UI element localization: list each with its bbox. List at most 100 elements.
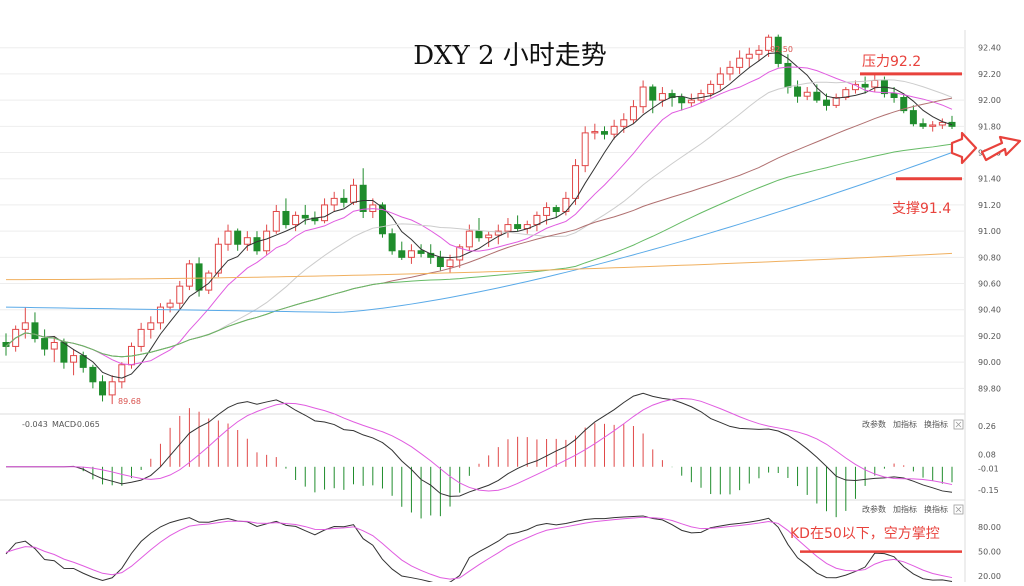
candle-body: [745, 53, 753, 59]
kd-y-tick: 80.00: [978, 523, 1001, 532]
candle-body: [620, 119, 628, 127]
candle-body: [330, 197, 338, 206]
high-price-label: 92.50: [770, 45, 793, 54]
candle-body: [253, 237, 261, 252]
macd-y-tick: -0.15: [978, 486, 999, 495]
candle-body: [282, 210, 290, 226]
candle-body: [234, 230, 242, 245]
kd-y-tick: 50.00: [978, 548, 1001, 557]
moving-average-line: [5, 252, 953, 281]
arrow-right-icon: [950, 131, 1022, 165]
macd-title: MACD: [52, 420, 76, 429]
macd-control-add[interactable]: 加指标: [893, 419, 917, 429]
candle-body: [919, 123, 927, 127]
candle-body: [765, 36, 773, 51]
candle-body: [321, 204, 329, 222]
kd-panel: 80.00 50.00 20.00: [5, 515, 1001, 585]
candle-body: [687, 99, 695, 104]
candle-body: [842, 89, 850, 99]
grid: 92.4092.2092.0091.8091.6091.4091.2091.00…: [0, 30, 1001, 582]
y-tick-label: 92.20: [978, 70, 1001, 79]
candle-body: [70, 355, 78, 363]
candle-body: [108, 381, 116, 396]
kd-y-tick: 20.00: [978, 572, 1001, 581]
close-icon[interactable]: [953, 419, 964, 430]
moving-average-line: [5, 52, 953, 379]
candle-body: [485, 234, 493, 239]
chart-title: DXY 2 小时走势: [413, 41, 607, 71]
candle-body: [774, 36, 782, 64]
candle-body: [89, 366, 97, 383]
kd-control-add[interactable]: 加指标: [893, 504, 917, 514]
close-icon[interactable]: [953, 504, 964, 515]
candle-body: [407, 250, 415, 258]
candle-body: [156, 306, 164, 324]
candle-body: [50, 341, 58, 350]
y-tick-label: 90.00: [978, 358, 1001, 367]
candle-body: [79, 355, 87, 368]
candle-body: [658, 93, 666, 101]
candle-body: [31, 322, 39, 340]
moving-average-line: [5, 66, 953, 366]
kd-annotation: KD在50以下，空方掌控: [790, 526, 940, 542]
candle-body: [436, 256, 444, 268]
candle-body: [446, 259, 454, 268]
y-tick-label: 90.20: [978, 332, 1001, 341]
candle-body: [243, 237, 251, 245]
candle-body: [176, 285, 184, 304]
moving-average-line: [5, 143, 953, 358]
support-label: 支撑91.4: [892, 201, 951, 217]
candle-body: [388, 233, 396, 252]
resistance-label: 压力92.2: [862, 54, 921, 70]
candle-body: [378, 204, 386, 235]
candle-body: [871, 79, 879, 88]
macd-control-switch[interactable]: 换指标: [924, 419, 948, 429]
kd-control-switch[interactable]: 换指标: [924, 504, 948, 514]
candle-body: [2, 341, 10, 347]
candle-body: [340, 197, 348, 203]
candle-body: [224, 230, 232, 245]
candle-body: [21, 322, 29, 330]
candle-body: [581, 132, 589, 167]
candle-body: [929, 124, 937, 127]
candle-body: [118, 364, 126, 383]
candle-body: [301, 214, 309, 219]
candle-body: [832, 97, 840, 106]
macd-diff-line: [6, 392, 953, 497]
candle-body: [398, 250, 406, 258]
candle-body: [195, 263, 203, 291]
macd-value-1: -0.043: [22, 420, 48, 429]
candle-body: [504, 224, 512, 232]
candle-body: [205, 272, 213, 291]
macd-panel: 0.26 0.08 -0.01 -0.15: [6, 392, 999, 519]
candle-body: [726, 66, 734, 75]
candle-body: [610, 125, 618, 135]
candle-body: [707, 83, 715, 95]
kd-d-line: [5, 516, 953, 580]
candle-body: [736, 57, 744, 68]
macd-control-params[interactable]: 改参数: [862, 419, 886, 429]
candle-body: [572, 165, 580, 199]
candle-body: [99, 381, 107, 396]
candle-body: [263, 230, 271, 252]
candle-body: [900, 97, 908, 112]
macd-dea-line: [6, 397, 953, 492]
macd-value-2: -0.065: [74, 420, 100, 429]
candle-body: [514, 224, 522, 230]
kd-control-params[interactable]: 改参数: [862, 504, 886, 514]
price-panel: [2, 34, 962, 405]
low-price-label: 89.68: [118, 397, 141, 406]
candle-body: [465, 230, 473, 248]
candle-body: [629, 106, 637, 121]
y-tick-label: 91.00: [978, 227, 1001, 236]
candle-body: [649, 86, 657, 101]
candle-body: [166, 302, 174, 308]
y-tick-label: 89.80: [978, 384, 1001, 393]
candle-body: [475, 230, 483, 239]
y-tick-label: 92.40: [978, 44, 1001, 53]
candle-body: [350, 184, 358, 203]
candle-body: [716, 73, 724, 85]
candle-body: [185, 263, 193, 287]
candle-body: [147, 322, 155, 330]
